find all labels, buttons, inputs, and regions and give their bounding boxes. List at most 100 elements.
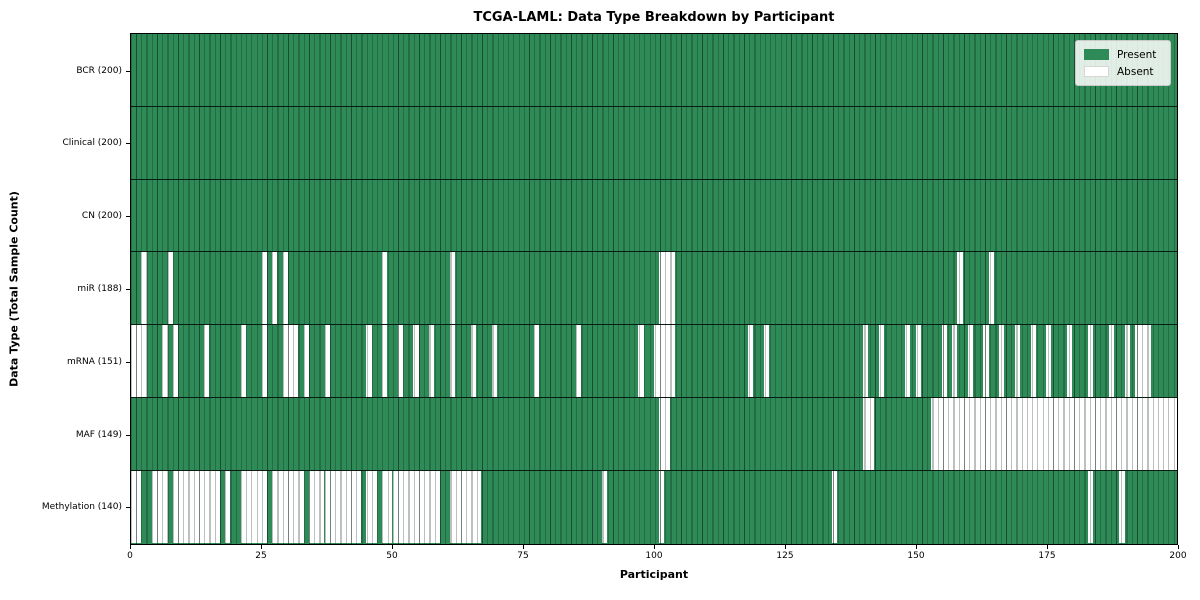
- absent-cell: [533, 325, 539, 397]
- x-tick-mark: [1178, 545, 1179, 549]
- absent-cell: [601, 470, 607, 544]
- absent-cell: [429, 325, 435, 397]
- absent-cell: [470, 325, 477, 397]
- absent-cell: [1067, 325, 1073, 397]
- x-tick-mark: [916, 545, 917, 549]
- absent-cell: [141, 325, 147, 397]
- absent-cell: [261, 470, 267, 544]
- present-swatch-icon: [1084, 49, 1109, 60]
- absent-cell: [905, 325, 911, 397]
- y-tick-mark: [126, 216, 130, 218]
- absent-cell: [915, 325, 921, 397]
- x-tick-mark: [785, 545, 786, 549]
- chart-title: TCGA-LAML: Data Type Breakdown by Partic…: [473, 10, 835, 25]
- absent-cell: [863, 325, 869, 397]
- absent-cell: [240, 325, 247, 397]
- absent-cell: [983, 325, 989, 397]
- absent-cell: [831, 470, 838, 544]
- absent-cell: [371, 470, 377, 544]
- y-tick-mark: [126, 70, 130, 72]
- absent-cell: [366, 325, 372, 397]
- absent-cell: [1030, 325, 1036, 397]
- legend-absent-label: Absent: [1117, 65, 1154, 78]
- heatmap-row-mrna: [131, 325, 1177, 398]
- absent-cell: [988, 252, 994, 325]
- absent-cell: [1171, 397, 1177, 470]
- absent-cell: [167, 252, 173, 325]
- absent-cell: [282, 252, 288, 325]
- absent-cell: [141, 252, 147, 325]
- absent-cell: [669, 252, 675, 325]
- absent-cell: [1145, 325, 1151, 397]
- y-tick-label: BCR (200): [76, 65, 122, 76]
- absent-cell: [298, 470, 304, 544]
- plot-area: Present Absent: [130, 33, 1178, 545]
- x-tick-mark: [654, 545, 655, 549]
- y-tick-label: Clinical (200): [62, 138, 122, 149]
- absent-cell: [204, 325, 210, 397]
- x-tick-mark: [392, 545, 393, 549]
- absent-cell: [303, 325, 309, 397]
- absent-cell: [1119, 470, 1125, 544]
- absent-cell: [397, 325, 403, 397]
- x-tick-label: 150: [907, 551, 925, 561]
- absent-cell: [1014, 325, 1021, 397]
- absent-cell: [162, 325, 168, 397]
- y-tick-label: miR (188): [77, 284, 122, 294]
- legend: Present Absent: [1075, 40, 1171, 86]
- absent-swatch-icon: [1084, 66, 1109, 77]
- legend-present-label: Present: [1117, 48, 1157, 61]
- y-tick-label: MAF (149): [75, 429, 122, 440]
- absent-cell: [225, 470, 231, 544]
- absent-cell: [878, 325, 885, 397]
- absent-cell: [450, 325, 456, 397]
- heatmap-row-maf: [131, 397, 1177, 471]
- x-tick-label: 75: [517, 551, 529, 561]
- absent-cell: [748, 325, 754, 397]
- x-tick-label: 0: [127, 551, 133, 561]
- heatmap-row-mir: [131, 252, 1177, 326]
- y-tick-mark: [126, 361, 130, 363]
- absent-cell: [659, 470, 665, 544]
- heatmap-row-clinical: [131, 107, 1177, 180]
- legend-entry-present: Present: [1084, 46, 1162, 63]
- absent-cell: [293, 325, 299, 397]
- absent-cell: [413, 325, 419, 397]
- x-tick-mark: [1047, 545, 1048, 549]
- x-tick-label: 125: [776, 551, 794, 561]
- absent-cell: [1088, 325, 1094, 397]
- absent-cell: [967, 325, 974, 397]
- absent-cell: [763, 325, 770, 397]
- y-tick-mark: [126, 434, 130, 436]
- absent-cell: [952, 325, 958, 397]
- y-tick-label: CN (200): [81, 211, 122, 222]
- y-tick-mark: [126, 143, 130, 145]
- absent-cell: [1124, 325, 1130, 397]
- absent-cell: [355, 470, 362, 544]
- absent-cell: [324, 325, 330, 397]
- x-tick-label: 25: [255, 551, 267, 561]
- absent-cell: [214, 470, 220, 544]
- absent-cell: [941, 325, 947, 397]
- absent-cell: [476, 470, 482, 544]
- x-tick-label: 50: [386, 551, 398, 561]
- y-tick-mark: [126, 507, 130, 509]
- x-tick-label: 200: [1169, 551, 1187, 561]
- absent-cell: [450, 252, 456, 325]
- absent-cell: [434, 470, 440, 544]
- absent-cell: [382, 252, 388, 325]
- legend-entry-absent: Absent: [1084, 63, 1162, 80]
- x-tick-mark: [130, 545, 131, 549]
- y-tick-label: Methylation (140): [41, 502, 122, 513]
- heatmap-rows: [131, 34, 1177, 544]
- y-axis-label: Data Type (Total Sample Count): [7, 191, 21, 387]
- absent-cell: [261, 252, 267, 325]
- x-tick-mark: [261, 545, 262, 549]
- absent-cell: [575, 325, 581, 397]
- absent-cell: [491, 325, 498, 397]
- absent-cell: [172, 325, 179, 397]
- absent-cell: [868, 397, 874, 470]
- x-tick-label: 175: [1038, 551, 1056, 561]
- heatmap-row-methylation: [131, 470, 1177, 544]
